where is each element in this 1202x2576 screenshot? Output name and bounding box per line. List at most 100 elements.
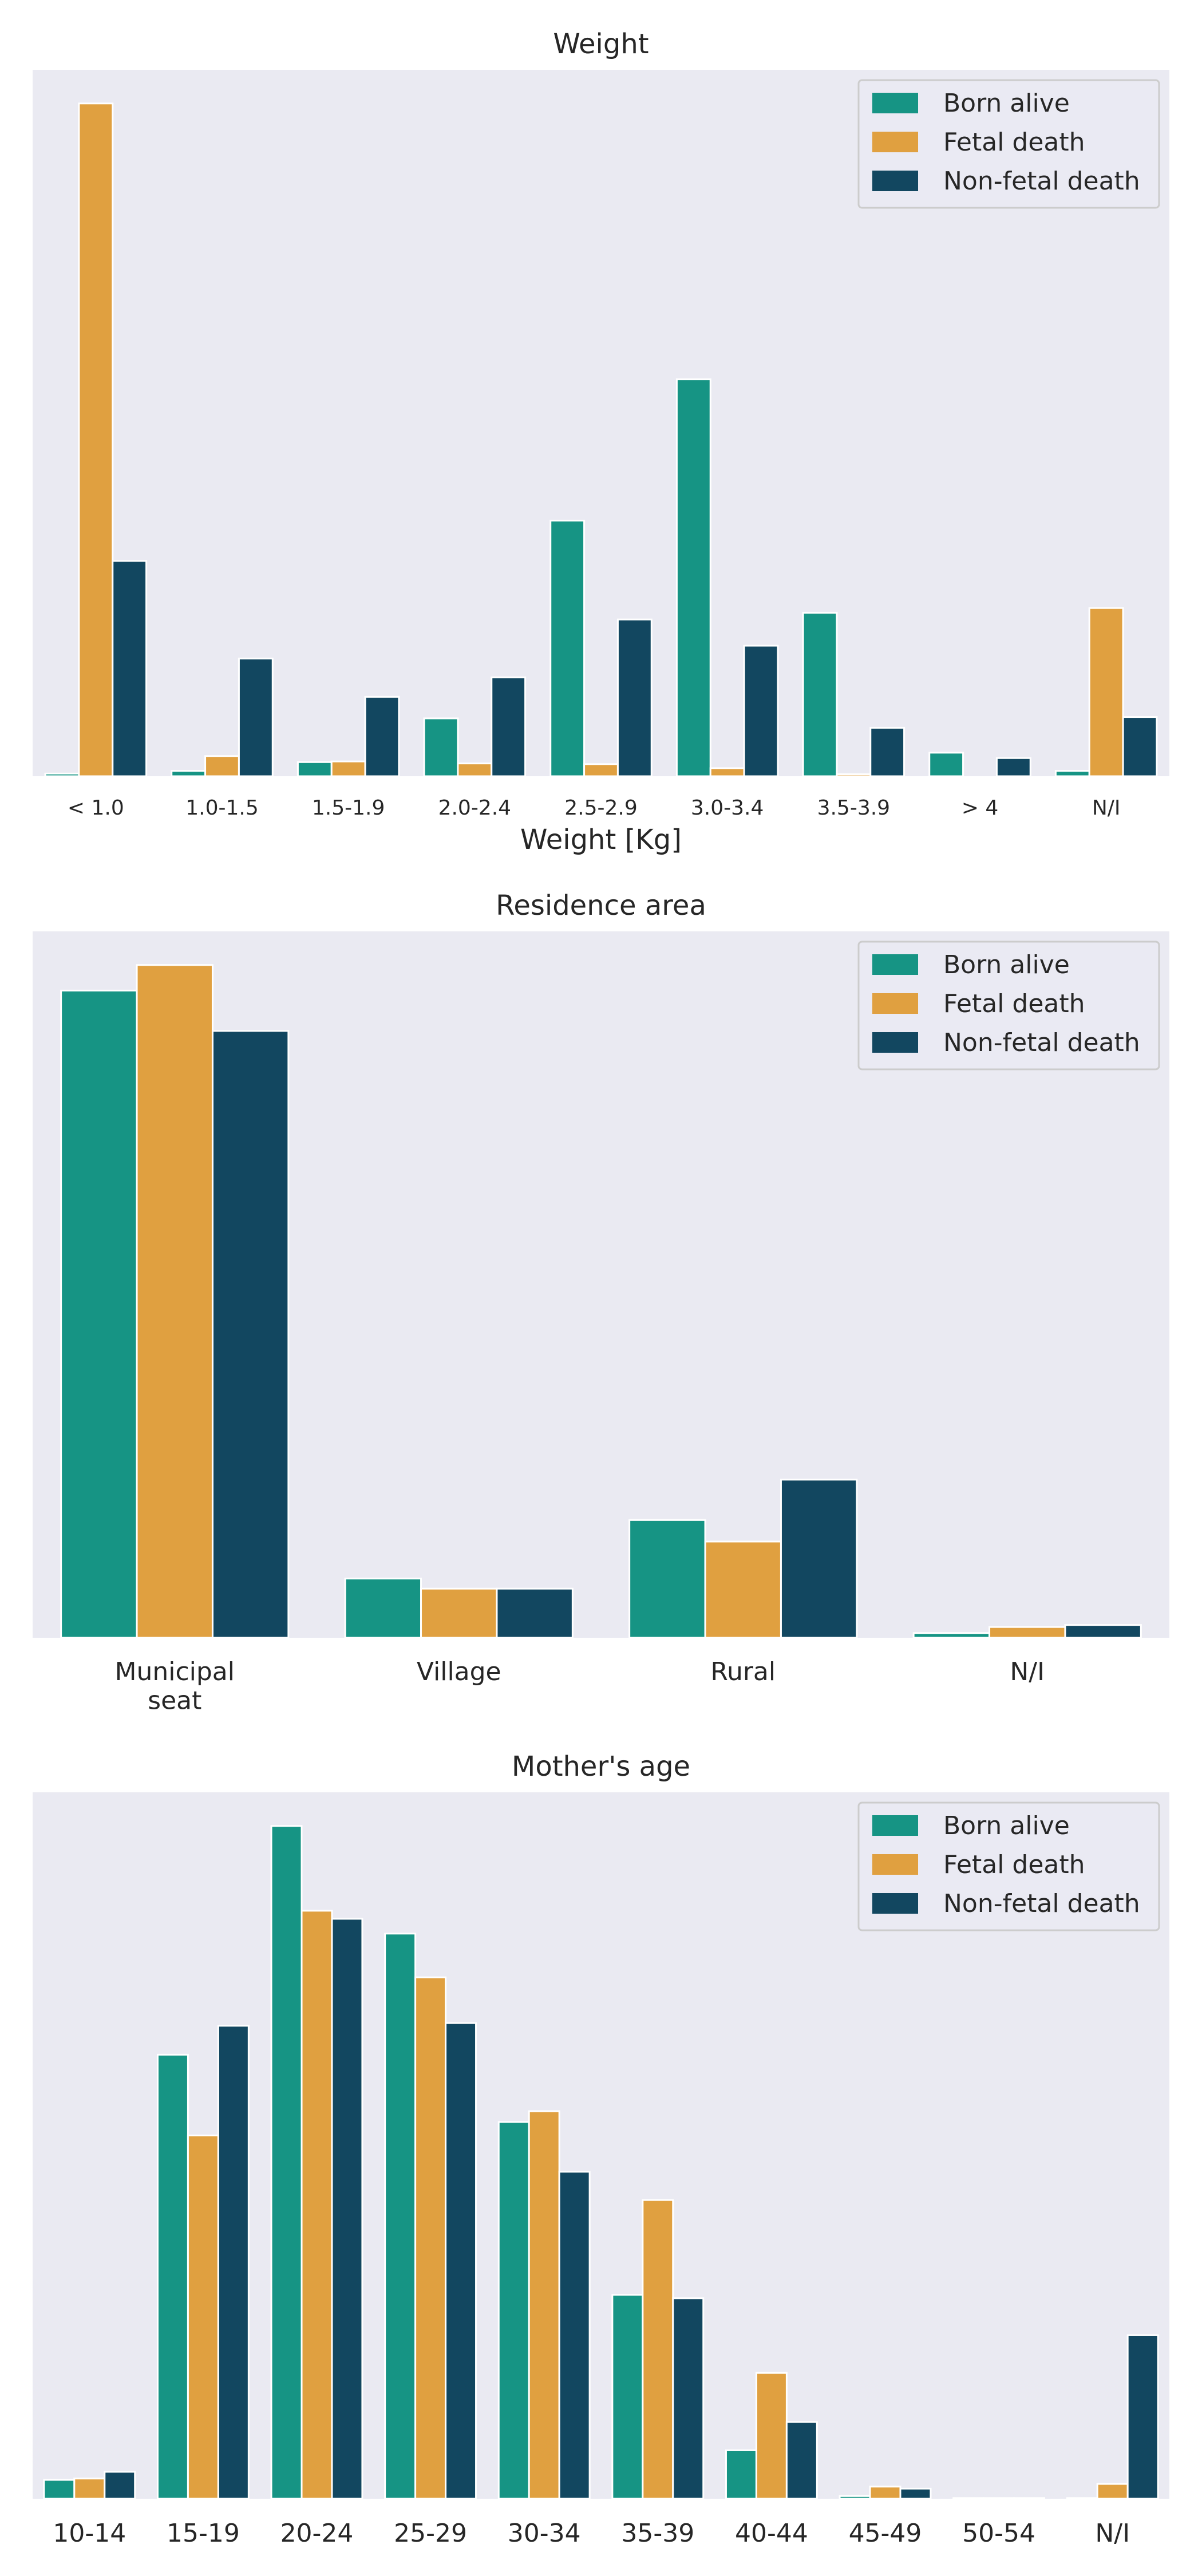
legend-swatch: [872, 171, 918, 191]
bar-born-alive-4: [384, 1933, 417, 2500]
chart-panel-3: Mother's age 10-14 15-19 20-24 25-29 30-34 35-…: [33, 1751, 1169, 2548]
bar-born-alive-8: [839, 2495, 871, 2500]
bar-fetal-death-5: [583, 763, 619, 777]
x-tick-label: 25-29: [394, 2519, 467, 2548]
bar-fetal-death-6: [709, 767, 745, 777]
bar-born-alive-9: [1054, 770, 1090, 777]
bar-fetal-death-10: [1096, 2483, 1129, 2500]
bar-non-fetal-death-9: [1122, 716, 1158, 777]
bar-non-fetal-death-9: [1013, 2497, 1046, 2500]
bar-fetal-death-2: [187, 2134, 219, 2500]
bar-born-alive-4: [423, 717, 459, 777]
bar-born-alive-6: [675, 378, 711, 777]
legend: Born alive Fetal death Non-fetal death: [857, 79, 1160, 209]
x-tick-label: 1.0-1.5: [185, 796, 259, 820]
bar-non-fetal-death-3: [780, 1479, 858, 1639]
bar-non-fetal-death-3: [364, 696, 400, 777]
legend-label: Born alive: [943, 1811, 1070, 1840]
bar-fetal-death-3: [330, 760, 366, 777]
legend-label: Fetal death: [943, 989, 1085, 1018]
bar-fetal-death-9: [1088, 607, 1124, 777]
legend-label: Fetal death: [943, 128, 1085, 157]
legend-swatch: [872, 132, 918, 152]
bar-born-alive-4: [912, 1632, 991, 1639]
bar-fetal-death-8: [869, 2486, 902, 2500]
bar-fetal-death-5: [528, 2110, 560, 2500]
bar-born-alive-7: [725, 2449, 757, 2500]
bar-non-fetal-death-4: [445, 2022, 477, 2500]
bar-fetal-death-7: [836, 773, 872, 777]
bar-non-fetal-death-8: [899, 2487, 932, 2500]
bar-born-alive-7: [802, 611, 838, 777]
bar-born-alive-3: [628, 1519, 706, 1639]
bar-non-fetal-death-6: [743, 645, 779, 777]
bar-fetal-death-3: [704, 1540, 782, 1639]
bar-non-fetal-death-2: [217, 2025, 250, 2500]
legend-swatch: [872, 993, 918, 1014]
x-tick-label: N/I: [1010, 1657, 1045, 1686]
x-tick-label: Rural: [710, 1657, 776, 1686]
chart-title: Residence area: [496, 890, 706, 922]
bar-non-fetal-death-3: [331, 1918, 363, 2500]
x-tick-label: 2.0-2.4: [438, 796, 512, 820]
legend-swatch: [872, 1893, 918, 1914]
chart-panel-2: Residence area Municipal seat Village Rural N…: [33, 890, 1169, 1716]
x-tick-label: < 1.0: [68, 796, 124, 820]
bar-fetal-death-3: [300, 1910, 333, 2500]
chart-title: Mother's age: [512, 1751, 690, 1783]
bar-born-alive-5: [549, 519, 586, 777]
bar-non-fetal-death-10: [1126, 2334, 1159, 2500]
bar-non-fetal-death-8: [995, 757, 1031, 777]
legend-swatch: [872, 1854, 918, 1875]
bar-non-fetal-death-7: [869, 726, 906, 777]
bar-born-alive-9: [952, 2497, 985, 2500]
legend: Born alive Fetal death Non-fetal death: [857, 941, 1160, 1070]
legend-frame: [857, 1801, 1160, 1931]
legend-label: Non-fetal death: [943, 1028, 1140, 1057]
bar-non-fetal-death-5: [558, 2171, 591, 2500]
legend-swatch: [872, 954, 918, 975]
bar-born-alive-1: [60, 989, 138, 1639]
legend-swatch: [872, 1032, 918, 1053]
x-tick-label: 35-39: [621, 2519, 694, 2548]
bar-fetal-death-7: [755, 2372, 788, 2500]
bar-fetal-death-4: [989, 1626, 1066, 1639]
x-tick-label: N/I: [1095, 2519, 1130, 2548]
bar-born-alive-10: [1066, 2497, 1098, 2500]
bar-non-fetal-death-4: [1064, 1624, 1142, 1639]
x-tick-label: 10-14: [53, 2519, 126, 2548]
bar-non-fetal-death-7: [785, 2421, 818, 2500]
legend-label: Born alive: [943, 950, 1070, 979]
chart-panel-1: Weight < 1.0 1.0-1.5 1.5-1.9 2.0-2.4 2.5-2.9 3…: [33, 28, 1169, 856]
x-tick-label: Village: [417, 1657, 501, 1686]
bar-fetal-death-2: [420, 1587, 498, 1639]
bar-born-alive-3: [296, 761, 333, 777]
bar-born-alive-6: [611, 2294, 644, 2500]
bar-fetal-death-9: [983, 2497, 1015, 2500]
bar-fetal-death-1: [73, 2478, 106, 2500]
x-tick-label: 3.5-3.9: [817, 796, 891, 820]
bar-fetal-death-4: [414, 1976, 447, 2500]
legend-label: Born alive: [943, 89, 1070, 118]
bar-fetal-death-1: [136, 964, 213, 1639]
legend: Born alive Fetal death Non-fetal death: [857, 1801, 1160, 1931]
bar-non-fetal-death-6: [672, 2297, 705, 2500]
bar-non-fetal-death-2: [238, 657, 274, 777]
x-axis-label: Weight [Kg]: [520, 824, 682, 856]
bar-fetal-death-4: [457, 762, 493, 777]
legend-swatch: [872, 93, 918, 113]
legend-label: Non-fetal death: [943, 167, 1140, 196]
bar-non-fetal-death-5: [616, 618, 653, 777]
x-tick-label: 40-44: [735, 2519, 808, 2548]
bar-non-fetal-death-1: [211, 1030, 290, 1639]
bar-non-fetal-death-1: [112, 560, 148, 777]
x-tick-label: 2.5-2.9: [564, 796, 638, 820]
x-tick-label: 1.5-1.9: [312, 796, 385, 820]
bar-born-alive-3: [270, 1825, 303, 2500]
bar-fetal-death-6: [642, 2199, 674, 2500]
bar-non-fetal-death-1: [104, 2471, 136, 2500]
x-tick-label: 15-19: [167, 2519, 240, 2548]
x-tick-label: 45-49: [849, 2519, 922, 2548]
bar-born-alive-2: [171, 770, 207, 777]
